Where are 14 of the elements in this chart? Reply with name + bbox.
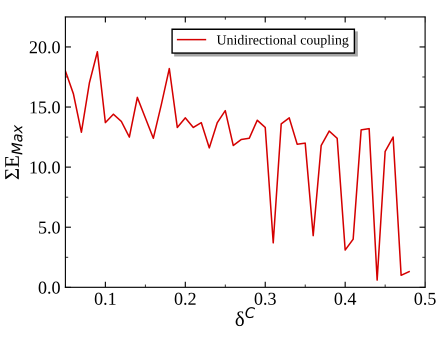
legend-label: Unidirectional coupling xyxy=(216,34,349,48)
y-tick-label: 10.0 xyxy=(30,161,60,174)
y-tick-label: 0.0 xyxy=(38,282,60,294)
y-tick-label: 15.0 xyxy=(30,101,60,114)
y-tick-label: 5.0 xyxy=(39,221,60,234)
x-tick-label: 0.5 xyxy=(414,292,436,305)
y-tick-label: 20.0 xyxy=(30,41,60,54)
x-tick-label: 0.3 xyxy=(254,292,276,305)
x-tick-label: 0.1 xyxy=(94,292,116,305)
x-axis-title: δ$^{C}$ xyxy=(236,307,255,326)
y-axis-title: ΣE$_{Max}$ xyxy=(5,124,22,180)
x-tick-label: 0.4 xyxy=(334,292,356,305)
line-series xyxy=(65,50,410,281)
x-tick-label: 0.2 xyxy=(174,292,196,305)
